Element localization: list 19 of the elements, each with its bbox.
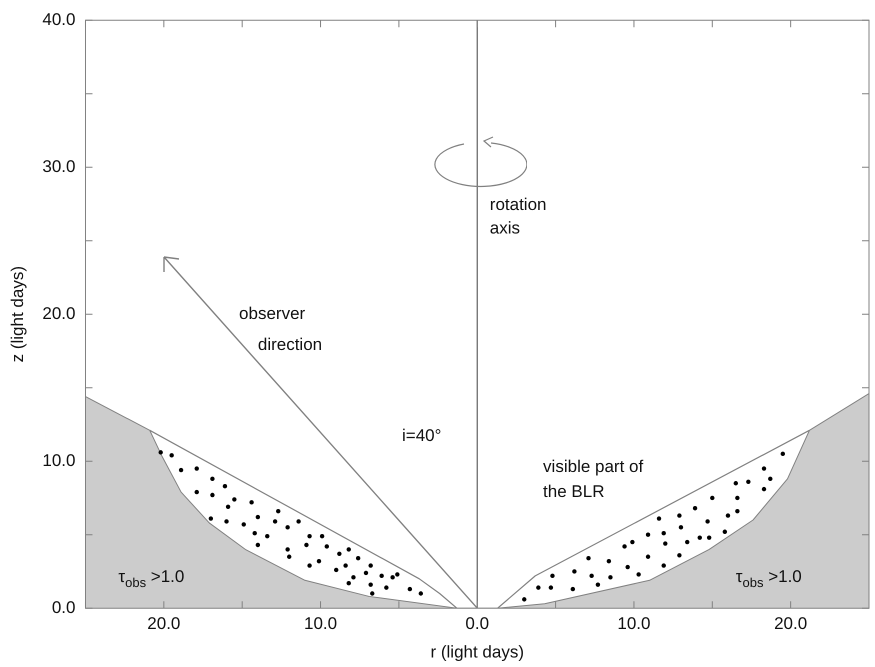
annotation: axis bbox=[490, 218, 520, 238]
y-tick-label: 40.0 bbox=[42, 10, 76, 29]
y-tick-label: 0.0 bbox=[52, 598, 76, 617]
y-tick-label: 10.0 bbox=[42, 450, 76, 470]
annotation: observer bbox=[239, 304, 306, 323]
y-axis-title: z (light days) bbox=[8, 266, 27, 362]
x-tick-label: 10.0 bbox=[617, 614, 650, 634]
annotation: i=40° bbox=[402, 426, 442, 445]
x-tick-label: 10.0 bbox=[304, 614, 338, 634]
y-tick-label: 20.0 bbox=[42, 304, 76, 323]
annotation: visible part of bbox=[543, 456, 644, 476]
annotation: rotation bbox=[490, 195, 546, 214]
annotation: the BLR bbox=[543, 482, 604, 501]
annotation: direction bbox=[258, 334, 322, 354]
x-axis-title: r (light days) bbox=[430, 642, 524, 662]
x-tick-label: 20.0 bbox=[774, 614, 808, 634]
y-tick-label: 30.0 bbox=[42, 156, 76, 176]
x-tick-label: 0.0 bbox=[465, 614, 490, 634]
x-tick-label: 20.0 bbox=[147, 614, 180, 634]
